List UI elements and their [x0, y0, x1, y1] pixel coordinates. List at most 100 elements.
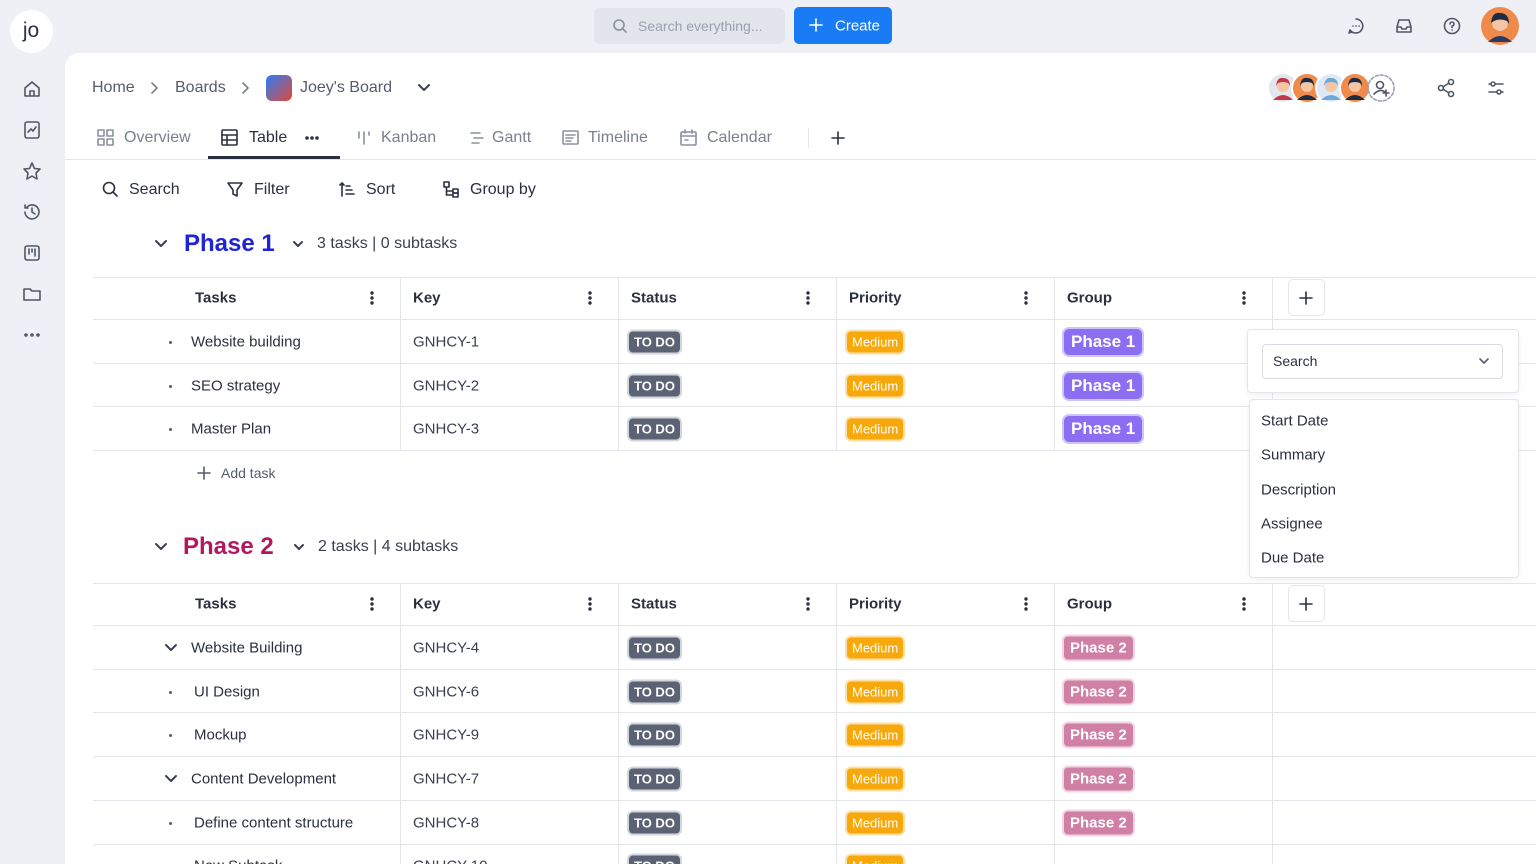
settings-icon[interactable] [1486, 78, 1506, 98]
row-expand[interactable] [164, 774, 178, 784]
status-badge[interactable]: TO DO [629, 418, 680, 440]
row-expand[interactable] [164, 643, 178, 653]
status-badge[interactable]: TO DO [629, 331, 680, 353]
group-badge[interactable]: Phase 2 [1064, 636, 1133, 660]
priority-badge[interactable]: Medium [847, 768, 904, 790]
group-badge[interactable]: Phase 1 [1064, 372, 1143, 399]
folder-icon[interactable] [22, 284, 42, 304]
tab[interactable]: Kanban [381, 129, 437, 146]
group-collapse[interactable] [154, 542, 168, 552]
group-title[interactable]: Phase 1 [184, 230, 275, 257]
priority-badge[interactable]: Medium [847, 331, 904, 353]
task-name[interactable]: Define content structure [194, 814, 354, 832]
inbox-icon[interactable] [1394, 16, 1414, 36]
column-menu-option[interactable]: Start Date [1261, 412, 1329, 430]
boards-icon[interactable] [22, 243, 42, 263]
add-task[interactable]: Add task [221, 465, 276, 481]
column-header[interactable]: Tasks [195, 595, 237, 613]
add-task-icon[interactable] [196, 465, 212, 481]
reports-icon[interactable] [22, 120, 42, 140]
column-header[interactable]: Status [631, 595, 677, 613]
group-badge[interactable]: Phase 2 [1064, 767, 1133, 791]
toolbar-icon[interactable] [442, 180, 462, 200]
group-badge[interactable]: Phase 1 [1064, 328, 1143, 355]
priority-badge[interactable]: Medium [847, 637, 904, 659]
task-name[interactable]: Website building [191, 333, 301, 351]
help-icon[interactable] [1442, 16, 1462, 36]
add-column[interactable] [1288, 279, 1325, 316]
task-name[interactable]: New Subtask [194, 858, 282, 864]
priority-badge[interactable]: Medium [847, 681, 904, 703]
status-badge[interactable]: TO DO [629, 375, 680, 397]
tab[interactable]: Calendar [707, 129, 772, 146]
column-menu-option[interactable]: Description [1261, 481, 1337, 499]
board-menu-chevron[interactable] [417, 83, 431, 93]
toolbar-icon[interactable] [101, 180, 121, 200]
column-menu-search[interactable] [1262, 344, 1503, 379]
breadcrumb-item[interactable]: Joey's Board [300, 79, 392, 96]
breadcrumb-item[interactable]: Home [92, 79, 135, 96]
column-menu[interactable] [368, 596, 376, 612]
task-name[interactable]: Master Plan [191, 420, 272, 438]
toolbar-button[interactable]: Search [129, 181, 180, 198]
task-name[interactable]: UI Design [194, 683, 260, 701]
toolbar-button[interactable]: Group by [470, 181, 536, 198]
task-name[interactable]: Website Building [191, 639, 303, 657]
logo[interactable] [10, 10, 53, 53]
status-badge[interactable]: TO DO [629, 681, 680, 703]
group-badge[interactable]: Phase 2 [1064, 811, 1133, 835]
home-icon[interactable] [22, 79, 42, 99]
priority-badge[interactable]: Medium [847, 855, 904, 864]
tab[interactable]: Overview [124, 129, 191, 146]
status-badge[interactable]: TO DO [629, 724, 680, 746]
more-icon[interactable] [22, 325, 42, 345]
tab-icon[interactable] [468, 128, 488, 148]
group-menu[interactable] [292, 240, 304, 249]
column-menu-option[interactable]: Due Date [1261, 549, 1325, 567]
column-header[interactable]: Key [413, 595, 441, 613]
priority-badge[interactable]: Medium [847, 812, 904, 834]
column-menu[interactable] [586, 290, 594, 306]
history-icon[interactable] [22, 202, 42, 222]
tab[interactable]: Table [249, 129, 288, 146]
column-header[interactable]: Group [1067, 289, 1112, 307]
tab-icon[interactable] [679, 128, 699, 148]
group-menu[interactable] [293, 543, 305, 552]
column-header[interactable]: Status [631, 289, 677, 307]
column-header[interactable]: Key [413, 289, 441, 307]
add-view[interactable] [830, 130, 846, 146]
status-badge[interactable]: TO DO [629, 768, 680, 790]
priority-badge[interactable]: Medium [847, 375, 904, 397]
task-name[interactable]: Content Development [191, 770, 337, 788]
toolbar-button[interactable]: Filter [254, 181, 290, 198]
tab-icon[interactable] [561, 128, 581, 148]
column-header[interactable]: Group [1067, 595, 1112, 613]
toolbar-icon[interactable] [338, 180, 358, 200]
member-avatar[interactable] [1267, 72, 1299, 104]
toolbar-icon[interactable] [226, 180, 246, 200]
favorites-icon[interactable] [22, 161, 42, 181]
column-menu[interactable] [586, 596, 594, 612]
column-menu-option[interactable]: Summary [1261, 446, 1326, 464]
global-search[interactable] [594, 8, 785, 44]
group-badge[interactable]: Phase 2 [1064, 723, 1133, 747]
add-column[interactable] [1288, 585, 1325, 622]
column-header[interactable]: Priority [849, 595, 902, 613]
priority-badge[interactable]: Medium [847, 724, 904, 746]
tab[interactable]: Timeline [588, 129, 648, 146]
column-menu[interactable] [804, 596, 812, 612]
column-menu[interactable] [1240, 290, 1248, 306]
share-icon[interactable] [1436, 78, 1456, 98]
status-badge[interactable]: TO DO [629, 855, 680, 864]
column-menu-option[interactable]: Assignee [1261, 515, 1323, 533]
group-badge[interactable]: Phase 2 [1064, 680, 1133, 704]
column-menu[interactable] [1022, 290, 1030, 306]
column-menu[interactable] [1240, 596, 1248, 612]
column-header[interactable]: Priority [849, 289, 902, 307]
group-collapse[interactable] [154, 239, 168, 249]
member-avatar[interactable] [1291, 72, 1323, 104]
column-menu[interactable] [1022, 596, 1030, 612]
column-menu[interactable] [368, 290, 376, 306]
member-avatar[interactable] [1339, 72, 1371, 104]
task-name[interactable]: Mockup [194, 726, 247, 744]
